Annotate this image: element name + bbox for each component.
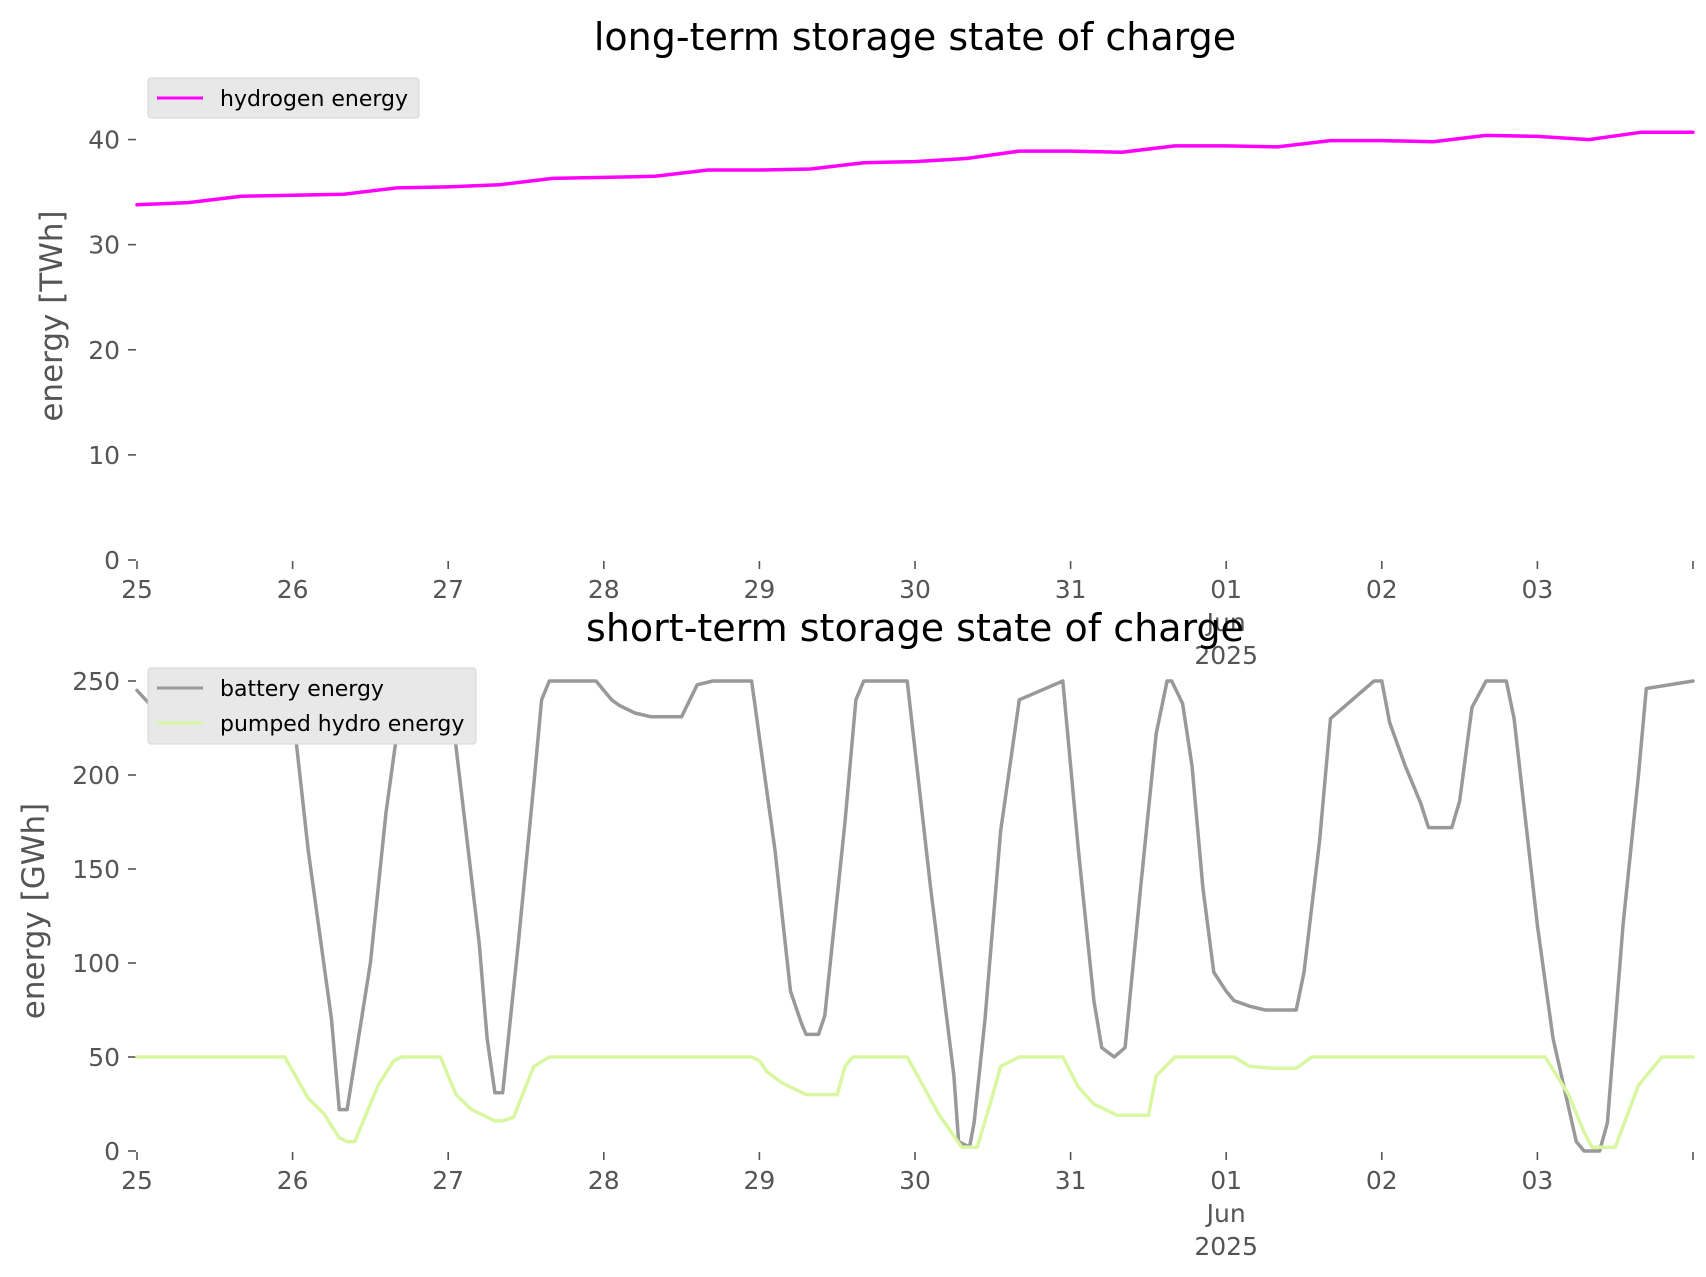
legend: battery energy pumped hydro energy [147,667,477,745]
x-tick-label: 27 [432,1166,464,1195]
x-tick-label: 29 [743,575,775,604]
series-line-pumped-hydro-energy [135,1055,1695,1149]
x-tick-label: 02 [1366,575,1398,604]
x-tick-label: 31 [1055,575,1087,604]
x-tick-label: 25 [121,1166,153,1195]
y-axis: 0 50 100 150 200 250 [72,667,136,1166]
legend-box [147,667,477,745]
x-tick-label: 31 [1055,1166,1087,1195]
x-tick-label: 26 [277,1166,309,1195]
x-tick-label: 02 [1366,1166,1398,1195]
x-tick-label: 03 [1521,1166,1553,1195]
y-tick-label: 40 [88,126,120,155]
legend-label-battery-energy: battery energy [220,677,384,702]
y-axis-label: energy [TWh] [34,210,70,421]
x-axis: 25 26 27 28 29 30 31 01 Jun 2025 02 03 [121,561,1694,670]
x-tick-label: 27 [432,575,464,604]
x-tick-label: 25 [121,575,153,604]
y-axis: 0 10 20 30 40 [88,126,136,575]
x-tick-label: 01 Jun 2025 [1194,575,1258,670]
series-group [135,130,1695,207]
y-tick-label: 100 [72,949,120,978]
short-term-storage-chart: short-term storage state of charge energ… [16,606,1695,1261]
y-tick-label: 50 [88,1043,120,1072]
long-term-storage-chart: long-term storage state of charge energy… [34,15,1695,670]
x-tick-label: 01 Jun 2025 [1194,1166,1258,1261]
legend-label-hydrogen-energy: hydrogen energy [220,87,408,112]
x-tick-label: 03 [1521,575,1553,604]
y-tick-label: 10 [88,441,120,470]
x-tick-label: 30 [899,1166,931,1195]
legend-box [147,77,420,119]
legend-label-pumped-hydro-energy: pumped hydro energy [220,712,464,737]
y-tick-label: 0 [104,546,120,575]
y-tick-label: 200 [72,761,120,790]
x-tick-label: 29 [743,1166,775,1195]
legend: hydrogen energy [147,77,420,119]
x-tick-label: 28 [588,575,620,604]
y-tick-label: 0 [104,1137,120,1166]
x-tick-label: 26 [277,575,309,604]
series-line-battery-energy [135,679,1695,1153]
chart-title: long-term storage state of charge [594,15,1236,59]
x-tick-label: 28 [588,1166,620,1195]
y-tick-label: 20 [88,336,120,365]
series-group [135,679,1695,1153]
x-tick-label: 30 [899,575,931,604]
x-axis: 25 26 27 28 29 30 31 01 Jun 2025 02 03 [121,1152,1694,1261]
y-tick-label: 250 [72,667,120,696]
y-tick-label: 30 [88,231,120,260]
y-axis-label: energy [GWh] [16,803,52,1019]
y-tick-label: 150 [72,855,120,884]
chart-title: short-term storage state of charge [586,606,1244,650]
series-line-hydrogen-energy [135,130,1695,207]
